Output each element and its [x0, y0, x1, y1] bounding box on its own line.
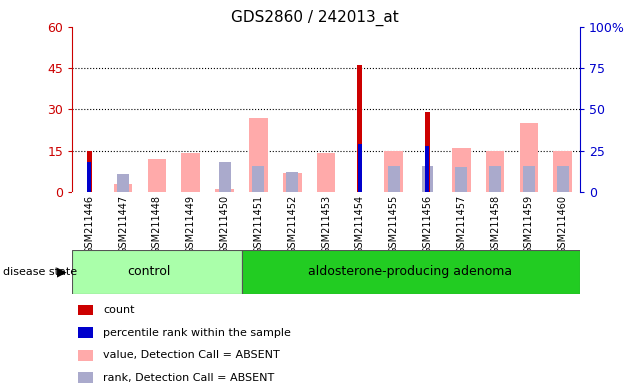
Bar [523, 166, 535, 192]
Bar [77, 372, 93, 383]
Bar [72, 250, 241, 294]
Bar [117, 174, 129, 192]
Bar [489, 166, 501, 192]
Bar [219, 162, 231, 192]
Text: GSM211451: GSM211451 [253, 195, 263, 254]
Text: disease state: disease state [3, 266, 77, 277]
Text: GSM211457: GSM211457 [456, 195, 466, 254]
Bar [486, 151, 505, 192]
Text: GSM211450: GSM211450 [220, 195, 229, 254]
Text: control: control [127, 265, 170, 278]
Bar [358, 144, 362, 192]
Text: percentile rank within the sample: percentile rank within the sample [103, 328, 291, 338]
Text: GSM211449: GSM211449 [186, 195, 196, 254]
Text: GDS2860 / 242013_at: GDS2860 / 242013_at [231, 10, 399, 26]
Bar [77, 350, 93, 361]
Text: GSM211460: GSM211460 [558, 195, 568, 254]
Bar [114, 184, 132, 192]
Text: rank, Detection Call = ABSENT: rank, Detection Call = ABSENT [103, 373, 274, 383]
Text: aldosterone-producing adenoma: aldosterone-producing adenoma [309, 265, 513, 278]
Bar [241, 250, 580, 294]
Text: value, Detection Call = ABSENT: value, Detection Call = ABSENT [103, 350, 280, 360]
Text: GSM211453: GSM211453 [321, 195, 331, 254]
Bar [387, 166, 399, 192]
Text: GSM211447: GSM211447 [118, 195, 128, 254]
Bar [286, 172, 298, 192]
Bar [452, 148, 471, 192]
Text: GSM211448: GSM211448 [152, 195, 162, 254]
Bar [87, 151, 92, 192]
Bar [215, 189, 234, 192]
Text: ▶: ▶ [57, 265, 66, 278]
Bar [283, 173, 302, 192]
Bar [181, 154, 200, 192]
Bar [147, 159, 166, 192]
Text: count: count [103, 305, 134, 315]
Text: GSM211456: GSM211456 [423, 195, 432, 254]
Bar [357, 65, 362, 192]
Bar [253, 166, 265, 192]
Bar [77, 327, 93, 338]
Bar [425, 112, 430, 192]
Text: GSM211455: GSM211455 [389, 195, 399, 254]
Bar [317, 154, 335, 192]
Bar [557, 166, 569, 192]
Bar [455, 167, 467, 192]
Text: GSM211446: GSM211446 [84, 195, 94, 254]
Bar [425, 146, 430, 192]
Bar [421, 166, 433, 192]
Text: GSM211452: GSM211452 [287, 195, 297, 254]
Bar [249, 118, 268, 192]
Bar [384, 151, 403, 192]
Bar [553, 151, 572, 192]
Bar [520, 123, 538, 192]
Text: GSM211459: GSM211459 [524, 195, 534, 254]
Bar [77, 305, 93, 315]
Text: GSM211454: GSM211454 [355, 195, 365, 254]
Bar [88, 162, 91, 192]
Text: GSM211458: GSM211458 [490, 195, 500, 254]
